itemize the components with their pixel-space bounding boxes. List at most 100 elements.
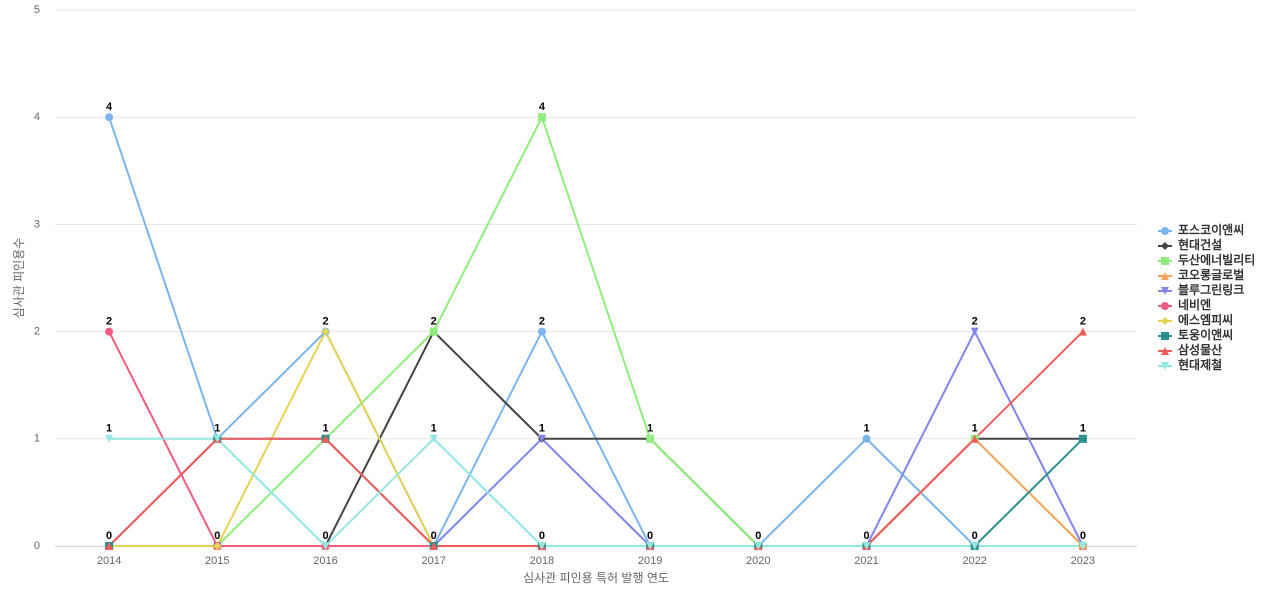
y-tick-label: 1 — [34, 433, 40, 445]
marker — [1161, 332, 1169, 340]
marker — [1161, 257, 1169, 265]
x-tick-label: 2022 — [962, 555, 986, 567]
y-tick-label: 5 — [34, 4, 40, 16]
marker — [537, 113, 546, 122]
data-label: 0 — [106, 530, 112, 542]
data-label: 1 — [1080, 423, 1086, 435]
marker — [1161, 287, 1169, 295]
marker — [1161, 317, 1169, 325]
legend-item[interactable]: 토웅이앤씨 — [1158, 327, 1233, 342]
marker — [105, 542, 114, 550]
legend-item[interactable]: 두산에너빌리티 — [1158, 252, 1255, 267]
data-label: 2 — [1080, 316, 1086, 328]
data-label: 0 — [214, 530, 220, 542]
marker — [321, 327, 330, 336]
marker — [862, 542, 871, 550]
data-label: 1 — [106, 423, 112, 435]
legend-label: 블루그린링크 — [1178, 282, 1244, 297]
legend-item[interactable]: 네비엔 — [1158, 297, 1211, 312]
marker — [321, 434, 330, 443]
y-axis-title: 심사관 피인용수 — [12, 238, 26, 319]
marker — [105, 327, 114, 336]
data-label: 1 — [863, 423, 869, 435]
legend-item[interactable]: 코오롱글로벌 — [1158, 267, 1244, 282]
legend-label: 토웅이앤씨 — [1178, 327, 1233, 342]
legend-label: 삼성물산 — [1178, 342, 1222, 357]
x-axis-title: 심사관 피인용 특허 발행 연도 — [523, 570, 669, 585]
legend-label: 에스엠피씨 — [1178, 312, 1233, 327]
data-label: 0 — [322, 530, 328, 542]
data-label: 0 — [647, 530, 653, 542]
marker — [1161, 302, 1169, 310]
marker — [646, 434, 655, 443]
x-tick-label: 2017 — [421, 555, 445, 567]
marker — [429, 542, 438, 550]
data-label: 1 — [322, 423, 328, 435]
legend-item[interactable]: 삼성물산 — [1158, 342, 1222, 357]
marker — [1078, 542, 1087, 550]
marker — [537, 327, 546, 336]
marker — [646, 542, 655, 550]
marker — [970, 434, 979, 443]
marker — [429, 327, 438, 336]
data-label: 4 — [106, 101, 113, 113]
data-label: 2 — [106, 316, 112, 328]
x-tick-label: 2016 — [313, 555, 337, 567]
legend-label: 현대제철 — [1178, 357, 1222, 372]
legend-label: 포스코이앤씨 — [1178, 222, 1244, 237]
x-tick-label: 2020 — [746, 555, 770, 567]
marker — [105, 434, 114, 443]
marker — [1078, 327, 1087, 336]
legend-item[interactable]: 에스엠피씨 — [1158, 312, 1233, 327]
data-label: 1 — [539, 423, 545, 435]
marker — [1161, 272, 1169, 280]
data-label: 2 — [972, 316, 978, 328]
x-tick-label: 2023 — [1071, 555, 1095, 567]
marker — [321, 542, 330, 550]
data-label: 1 — [647, 423, 653, 435]
x-tick-label: 2014 — [97, 555, 121, 567]
marker — [970, 327, 979, 336]
data-label: 0 — [972, 530, 978, 542]
x-tick-label: 2015 — [205, 555, 229, 567]
data-label: 0 — [539, 530, 545, 542]
legend-label: 네비엔 — [1178, 297, 1211, 312]
y-tick-label: 0 — [34, 540, 40, 552]
series-line — [109, 437, 1083, 548]
legend-item[interactable]: 현대제철 — [1158, 357, 1222, 372]
y-tick-label: 4 — [34, 111, 40, 123]
legend-item[interactable]: 블루그린링크 — [1158, 282, 1244, 297]
marker — [1161, 362, 1169, 370]
data-label: 0 — [431, 530, 437, 542]
data-label: 0 — [755, 530, 761, 542]
y-tick-label: 2 — [34, 326, 40, 338]
data-label: 0 — [863, 530, 869, 542]
legend-label: 현대건설 — [1178, 237, 1222, 252]
marker — [862, 434, 871, 443]
legend-item[interactable]: 포스코이앤씨 — [1158, 222, 1244, 237]
data-label: 1 — [214, 423, 220, 435]
marker — [1161, 347, 1169, 355]
data-label: 2 — [322, 316, 328, 328]
marker — [105, 113, 114, 122]
data-label: 2 — [539, 316, 545, 328]
marker — [754, 542, 763, 550]
marker — [970, 542, 979, 550]
marker — [1161, 227, 1169, 235]
data-label: 1 — [431, 423, 437, 435]
legend-label: 두산에너빌리티 — [1178, 252, 1255, 267]
data-label: 0 — [1080, 530, 1086, 542]
legend-item[interactable]: 현대건설 — [1158, 237, 1222, 252]
marker — [1161, 242, 1169, 250]
marker — [429, 434, 438, 443]
x-tick-label: 2019 — [638, 555, 662, 567]
data-label: 1 — [972, 423, 978, 435]
y-tick-label: 3 — [34, 218, 40, 230]
legend-label: 코오롱글로벌 — [1178, 267, 1244, 282]
marker — [1078, 434, 1087, 443]
x-tick-label: 2018 — [530, 555, 554, 567]
marker — [537, 542, 546, 550]
x-tick-label: 2021 — [854, 555, 878, 567]
marker — [537, 434, 546, 443]
